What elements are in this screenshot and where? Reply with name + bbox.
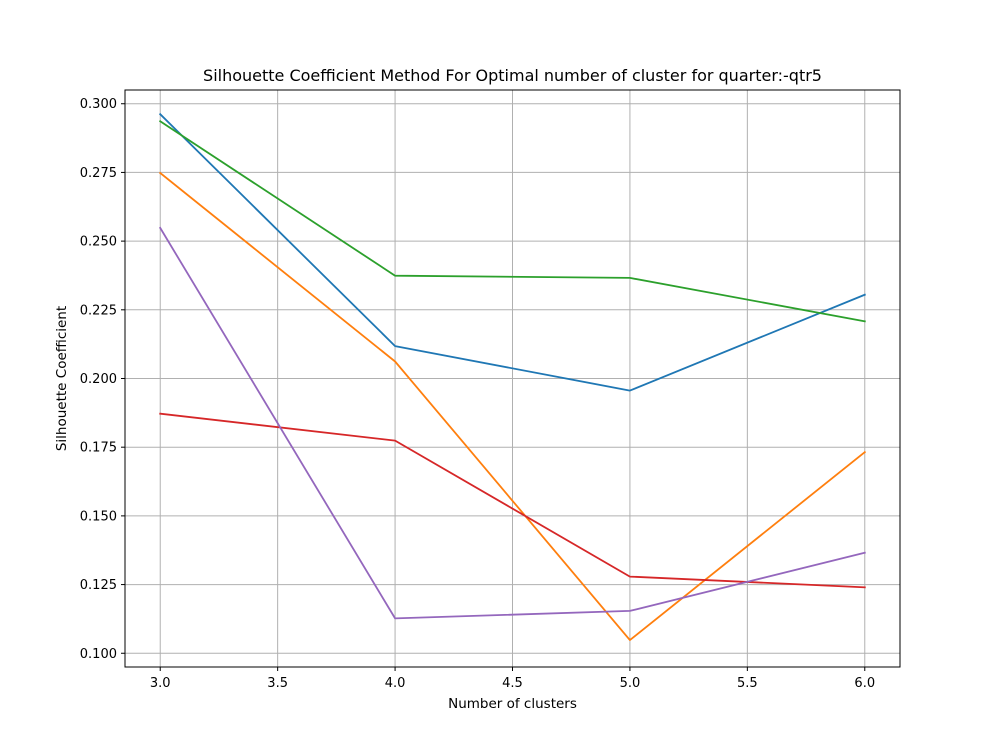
x-axis-label: Number of clusters	[448, 696, 577, 712]
y-axis-ticks: 0.100 0.125 0.150 0.175 0.200 0.225 0.250 0.275…	[80, 97, 125, 662]
series-line-2	[158, 171, 867, 641]
x-axis-ticks: 3.0 3.5 4.0 4.5 5.0 5.5 6.0	[150, 667, 875, 691]
x-tick-label: 6.0	[854, 676, 875, 691]
y-tick-label: 0.200	[80, 372, 117, 387]
series-line-5	[158, 226, 866, 620]
x-tick-label: 5.5	[737, 676, 758, 691]
y-tick-label: 0.175	[80, 441, 117, 456]
y-tick-label: 0.125	[80, 578, 117, 593]
series-line-3	[158, 120, 866, 323]
y-tick-label: 0.300	[80, 97, 117, 112]
x-tick-label: 4.5	[502, 676, 523, 691]
x-tick-label: 5.0	[620, 676, 641, 691]
chart-title: Silhouette Coefficient Method For Optima…	[203, 66, 822, 85]
y-axis-label: Silhouette Coefficient	[54, 306, 70, 451]
x-tick-label: 3.5	[267, 676, 288, 691]
series-line-1	[158, 112, 866, 392]
y-tick-label: 0.250	[80, 235, 117, 250]
y-tick-label: 0.275	[80, 166, 117, 181]
y-tick-label: 0.100	[80, 647, 117, 662]
y-tick-label: 0.225	[80, 303, 117, 318]
grid-lines	[125, 90, 900, 667]
x-tick-label: 4.0	[385, 676, 406, 691]
y-tick-label: 0.150	[80, 509, 117, 524]
series-lines	[158, 112, 867, 641]
x-tick-label: 3.0	[150, 676, 171, 691]
